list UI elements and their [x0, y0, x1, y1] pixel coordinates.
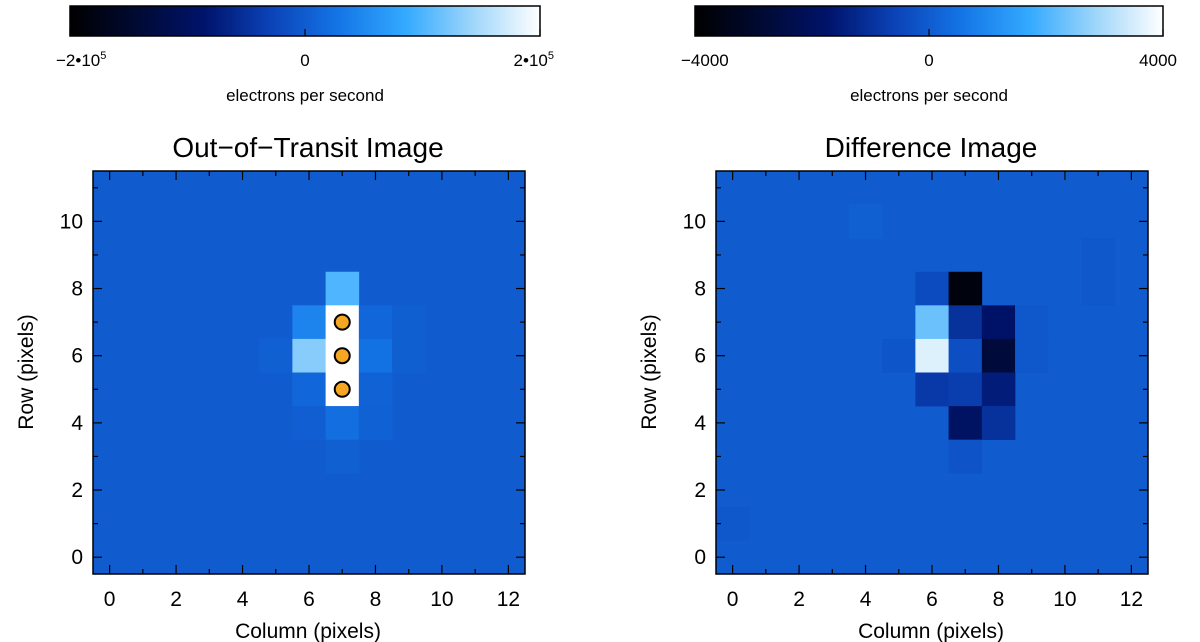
y-tick-label: 4: [71, 412, 83, 435]
colorbar-tick-label: −4000: [681, 51, 729, 70]
heatmap-cell: [915, 271, 949, 306]
y-tick-label: 6: [694, 345, 706, 368]
x-tick-label: 10: [1053, 588, 1076, 611]
heatmap-cell: [358, 305, 393, 340]
heatmap-cell: [848, 204, 883, 239]
heatmap-cell: [392, 305, 426, 340]
heatmap-cell: [948, 406, 983, 440]
heatmap-cell: [259, 338, 293, 373]
x-tick-label: 8: [370, 588, 382, 611]
heatmap-cell: [948, 372, 983, 407]
heatmap-cell: [358, 338, 393, 373]
y-tick-label: 8: [71, 278, 83, 301]
heatmap-cell: [358, 372, 393, 407]
heatmap-cell: [1015, 305, 1049, 340]
heatmap-cell: [325, 439, 360, 474]
x-tick-label: 8: [993, 588, 1005, 611]
heatmap-cell: [325, 406, 360, 440]
star-position-marker: [333, 380, 351, 398]
y-tick-label: 10: [683, 210, 706, 233]
x-tick-label: 4: [860, 588, 872, 611]
heatmap-cell: [981, 305, 1016, 340]
heatmap-cell: [948, 305, 983, 340]
panel-difference: electrons per second Difference Image Co…: [638, 5, 1177, 642]
heatmap-cell: [915, 338, 949, 373]
heatmap-cell: [882, 338, 916, 373]
heatmap-cell: [392, 338, 426, 373]
heatmap-cell: [292, 372, 326, 407]
y-tick-label: 0: [694, 546, 706, 569]
heatmap-cell: [358, 406, 393, 440]
x-tick-label: 2: [793, 588, 805, 611]
heatmap-cell: [915, 372, 949, 407]
heatmap-cell: [292, 406, 326, 440]
chart-title: Difference Image: [825, 132, 1038, 163]
y-axis-label: Row (pixels): [638, 314, 661, 430]
heatmap-cell: [292, 338, 326, 373]
y-tick-label: 8: [694, 278, 706, 301]
x-axis-label: Column (pixels): [858, 620, 1004, 642]
y-tick-label: 2: [694, 479, 706, 502]
x-tick-label: 0: [104, 588, 116, 611]
y-tick-label: 6: [71, 345, 83, 368]
heatmap-cell: [981, 372, 1016, 407]
x-tick-label: 10: [430, 588, 453, 611]
heatmap-cell: [981, 406, 1016, 440]
y-tick-label: 10: [60, 210, 83, 233]
y-tick-label: 0: [71, 546, 83, 569]
colorbar-tick-label: 4000: [1139, 51, 1177, 70]
heatmap-cell: [716, 506, 750, 541]
heatmap-cell: [981, 338, 1016, 373]
colorbar-tick-label: −2•105: [56, 50, 106, 70]
heatmap-cell: [948, 439, 983, 474]
colorbar-label: electrons per second: [850, 86, 1008, 105]
colorbar-tick-label: 2•105: [514, 50, 554, 70]
heatmap-cell: [292, 305, 326, 340]
x-tick-label: 6: [926, 588, 938, 611]
heatmap-cell: [1081, 271, 1116, 306]
chart-title: Out−of−Transit Image: [172, 132, 443, 163]
y-axis-label: Row (pixels): [15, 314, 38, 430]
colorbar-tick-label: 0: [924, 51, 933, 70]
x-tick-label: 12: [1120, 588, 1143, 611]
x-tick-label: 6: [303, 588, 315, 611]
x-tick-label: 4: [237, 588, 249, 611]
colorbar-label: electrons per second: [226, 86, 384, 105]
star-position-marker: [333, 313, 351, 331]
star-position-marker: [333, 347, 351, 365]
x-tick-label: 2: [170, 588, 182, 611]
x-tick-label: 12: [497, 588, 520, 611]
heatmap-cell: [1015, 338, 1049, 373]
x-axis-label: Column (pixels): [235, 620, 381, 642]
heatmap-cell: [948, 271, 983, 306]
colorbar-tick-label: 0: [300, 51, 309, 70]
y-tick-label: 4: [694, 412, 706, 435]
heatmap-cell: [325, 271, 360, 306]
x-tick-label: 0: [727, 588, 739, 611]
heatmap-cell: [915, 305, 949, 340]
panel-out-of-transit: electrons per second Out−of−Transit Imag…: [15, 5, 554, 642]
heatmap-cell: [948, 338, 983, 373]
heatmap-cell: [1081, 238, 1116, 273]
y-tick-label: 2: [71, 479, 83, 502]
